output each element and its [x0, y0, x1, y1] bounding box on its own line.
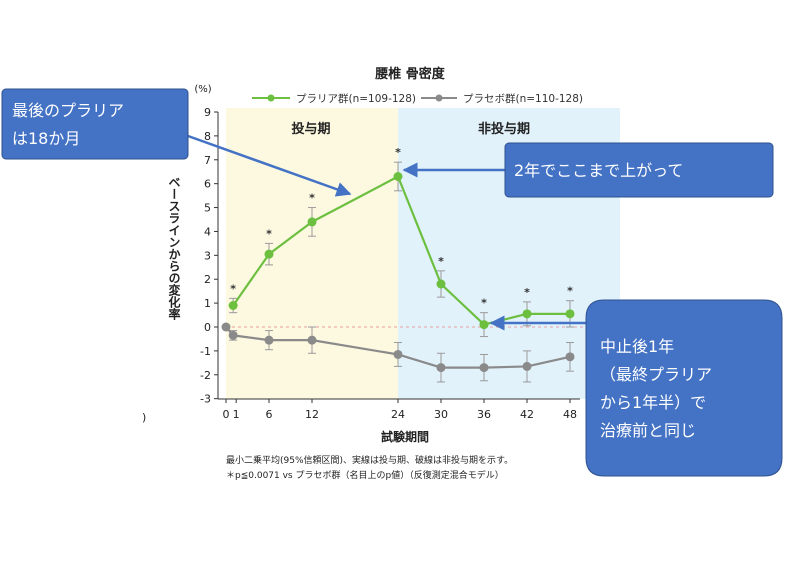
y-tick-label: 5	[204, 202, 211, 215]
data-point	[522, 309, 532, 319]
significance-star: *	[309, 192, 315, 205]
callout-return: 中止後1年 （最終プラリア から1年半）で 治療前と同じ	[585, 299, 783, 477]
significance-star: *	[524, 286, 530, 299]
data-point	[522, 361, 532, 371]
data-point	[393, 349, 403, 359]
data-point	[479, 320, 489, 330]
x-tick-label: 0	[223, 408, 230, 421]
data-point	[436, 363, 446, 373]
x-axis-label: 試験期間	[381, 429, 429, 444]
significance-star: *	[230, 282, 236, 295]
legend-swatch-marker-placebo	[435, 94, 443, 102]
y-tick-label: -1	[200, 345, 211, 358]
data-point	[479, 363, 489, 373]
series-line-segment	[232, 253, 270, 307]
y-tick-label: -3	[200, 393, 211, 406]
y-tick-label: -2	[200, 369, 211, 382]
y-tick-label: 3	[204, 249, 211, 262]
callout-arrows	[187, 134, 586, 331]
data-point	[307, 217, 317, 227]
y-tick-label: 7	[204, 154, 211, 167]
callout-line: 最後のプラリア	[12, 101, 124, 120]
data-point	[221, 322, 231, 332]
y-axis-unit: (%)	[194, 84, 211, 95]
phase-label-off-treatment: 非投与期	[478, 121, 530, 137]
significance-star: *	[481, 297, 487, 310]
series-line-segment	[311, 339, 399, 356]
x-tick-label: 12	[305, 408, 319, 421]
y-tick-label: 8	[204, 130, 211, 143]
significance-star: *	[266, 227, 272, 240]
y-tick-label: 6	[204, 178, 211, 191]
callout-line: 中止後1年	[600, 337, 674, 356]
callout-line: から1年半）で	[600, 393, 706, 412]
footnote-1: 最小二乗平均(95%信頼区間)、実線は投与期、破線は非投与期を示す。	[226, 454, 513, 466]
callout-box	[504, 142, 774, 198]
data-point	[264, 335, 274, 345]
series-line-segment	[440, 283, 485, 326]
x-tick-label: 42	[520, 408, 534, 421]
data-point	[307, 335, 317, 345]
data-point	[436, 279, 446, 289]
data-point	[565, 352, 575, 362]
phase-band	[226, 108, 398, 399]
significance-star: *	[438, 255, 444, 268]
series-line-segment	[311, 175, 399, 223]
chart-title: 腰椎 骨密度	[374, 66, 446, 82]
y-tick-label: 0	[204, 321, 211, 334]
x-tick-label: 36	[477, 408, 491, 421]
x-tick-label: 1	[233, 408, 240, 421]
series-placebo	[221, 322, 575, 383]
series-line-segment	[268, 221, 313, 256]
series-line-segment	[526, 355, 571, 368]
callout-line: は18か月	[12, 129, 80, 148]
callout-line: （最終プラリア	[600, 365, 712, 384]
phase-label-treatment: 投与期	[291, 121, 330, 137]
y-axis-label: ベースラインからの変化率	[167, 176, 181, 321]
significance-star: *	[567, 285, 573, 298]
y-tick-label: 9	[204, 106, 211, 119]
x-tick-label: 48	[563, 408, 577, 421]
callout-peak: 2年でここまで上がって	[504, 142, 774, 198]
legend: プラリア群(n=109-128) プラセボ群(n=110-128)	[252, 92, 583, 105]
callout-arrow-18-months	[187, 134, 352, 197]
data-point	[228, 330, 238, 340]
legend-label-prolia: プラリア群(n=109-128)	[296, 92, 416, 105]
x-tick-label: 6	[266, 408, 273, 421]
y-tick-label: 1	[204, 297, 211, 310]
x-tick-label: 24	[391, 408, 405, 421]
y-tick-label: 2	[204, 273, 211, 286]
series-line-segment	[233, 334, 270, 342]
data-point	[393, 172, 403, 181]
series-line-segment	[397, 353, 442, 369]
data-point	[264, 249, 274, 259]
data-point	[565, 309, 575, 319]
significance-markers: * * * * * * * *	[230, 146, 573, 309]
callout-line: 2年でここまで上がって	[514, 161, 683, 180]
callout-line: 治療前と同じ	[600, 421, 696, 440]
legend-label-placebo: プラセボ群(n=110-128)	[463, 92, 583, 105]
stray-label: )	[142, 411, 146, 424]
x-tick-label: 30	[434, 408, 448, 421]
legend-swatch-marker-prolia	[267, 94, 275, 102]
series-line-segment	[483, 365, 528, 369]
callout-box	[585, 299, 783, 477]
data-point	[228, 301, 238, 310]
callout-box	[1, 88, 189, 160]
y-tick-label: 4	[204, 225, 211, 238]
footnote-2: ＊p≦0.0071 vs プラセボ群（名目上のp値）（反復測定混合モデル）	[226, 469, 504, 481]
callout-18-months: 最後のプラリア は18か月	[1, 88, 189, 160]
significance-star: *	[395, 146, 401, 159]
series-line-segment	[396, 176, 443, 285]
